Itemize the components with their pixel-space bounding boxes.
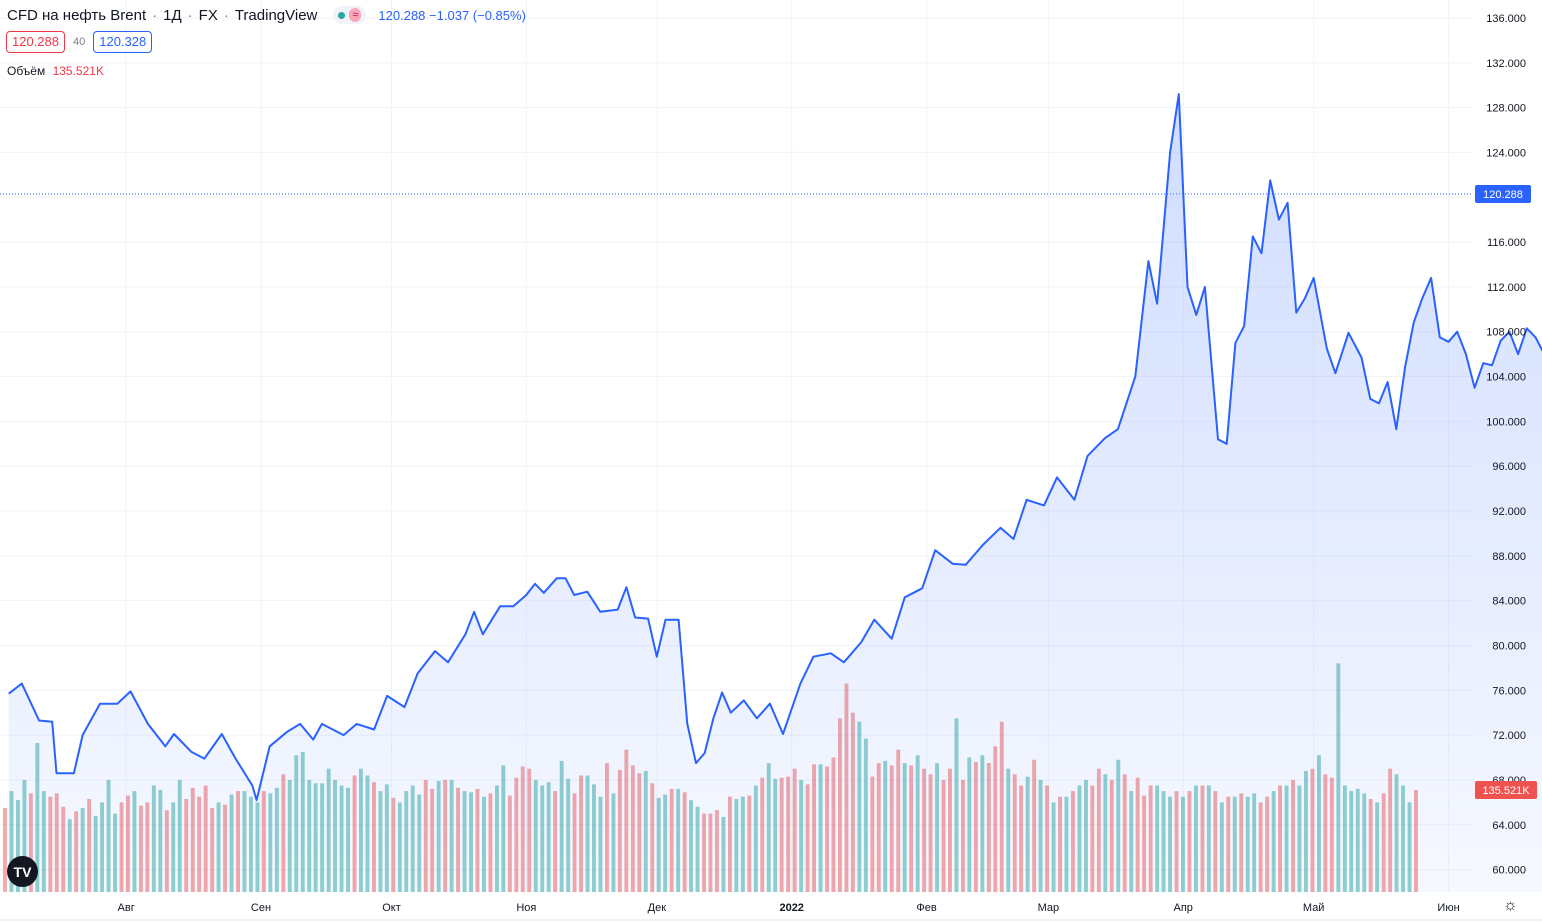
- tradingview-logo[interactable]: TV: [7, 856, 38, 887]
- x-tick-label: Фев: [916, 902, 936, 914]
- symbol-name[interactable]: CFD на нефть Brent: [7, 6, 147, 24]
- y-tick-label: 60.000: [1492, 865, 1526, 877]
- x-tick-label: 2022: [779, 902, 803, 914]
- x-tick-label: Май: [1303, 902, 1325, 914]
- x-tick-label: Июн: [1437, 902, 1459, 914]
- x-tick-label: Авг: [118, 902, 135, 914]
- separator: ·: [152, 6, 158, 24]
- y-tick-label: 132.000: [1486, 58, 1526, 70]
- y-tick-label: 72.000: [1492, 730, 1526, 742]
- y-tick-label: 112.000: [1487, 282, 1526, 294]
- x-tick-label: Ноя: [516, 902, 536, 914]
- buy-price-button[interactable]: 120.328: [93, 31, 153, 53]
- y-tick-label: 76.000: [1492, 685, 1526, 697]
- y-tick-label: 80.000: [1492, 640, 1526, 652]
- y-tick-label: 100.000: [1486, 416, 1526, 428]
- price-change: −1.037: [429, 7, 470, 23]
- chart-header: CFD на нефть Brent · 1Д · FX · TradingVi…: [7, 6, 526, 24]
- separator: ·: [187, 6, 193, 24]
- wave-icon: ≈: [349, 8, 362, 22]
- y-tick-label: 108.000: [1486, 327, 1526, 339]
- exchange: FX: [198, 6, 218, 24]
- last-price-tag: [1475, 184, 1531, 203]
- price-tags: 120.288 135.521K: [1475, 184, 1537, 800]
- volume-legend[interactable]: Объём 135.521K: [7, 64, 104, 78]
- interval[interactable]: 1Д: [163, 6, 182, 24]
- sell-price-button[interactable]: 120.288: [6, 31, 65, 53]
- volume-bar: [3, 808, 7, 892]
- y-tick-label: 96.000: [1492, 461, 1526, 473]
- last-quote: 120.288 −1.037 (−0.85%): [378, 8, 526, 23]
- quote-row: 120.288 40 120.328: [6, 31, 153, 53]
- volume-tag-label: 135.521K: [1482, 785, 1530, 797]
- x-tick-label: Окт: [382, 902, 401, 914]
- last-price: 120.288: [378, 7, 426, 23]
- y-tick-label: 128.000: [1486, 103, 1526, 115]
- volume-label: Объём: [7, 64, 46, 78]
- y-tick-label: 104.000: [1486, 372, 1526, 384]
- price-line: [8, 93, 1542, 802]
- volume-value: 135.521K: [52, 64, 104, 78]
- time-axis[interactable]: Авг Сен Окт Ноя Дек 2022 Фев Мар Апр Май Июн: [118, 902, 1460, 914]
- market-open-dot-icon: [338, 11, 346, 19]
- provider: TradingView: [234, 6, 318, 24]
- last-price-tag-label: 120.288: [1483, 189, 1523, 201]
- x-tick-label: Мар: [1038, 902, 1060, 914]
- spread-value: 40: [73, 36, 86, 48]
- market-status-badge[interactable]: ≈: [333, 6, 367, 24]
- price-axis[interactable]: 136.000132.000128.000124.000120.000116.0…: [1486, 13, 1526, 877]
- volume-tag: [1475, 781, 1537, 800]
- price-area: [8, 93, 1542, 892]
- y-tick-label: 124.000: [1486, 147, 1526, 159]
- y-tick-label: 64.000: [1492, 820, 1526, 832]
- y-tick-label: 84.000: [1492, 596, 1526, 608]
- separator: ·: [223, 6, 229, 24]
- y-tick-label: 116.000: [1487, 237, 1526, 249]
- y-tick-label: 88.000: [1492, 551, 1526, 563]
- y-tick-label: 92.000: [1492, 506, 1526, 518]
- gear-icon[interactable]: ☼: [1503, 897, 1518, 914]
- price-change-pct: (−0.85%): [472, 7, 526, 23]
- x-tick-label: Апр: [1173, 902, 1192, 914]
- x-tick-label: Сен: [251, 902, 271, 914]
- y-tick-label: 136.000: [1486, 13, 1526, 25]
- x-tick-label: Дек: [648, 902, 667, 914]
- price-area-fill: [8, 94, 1542, 892]
